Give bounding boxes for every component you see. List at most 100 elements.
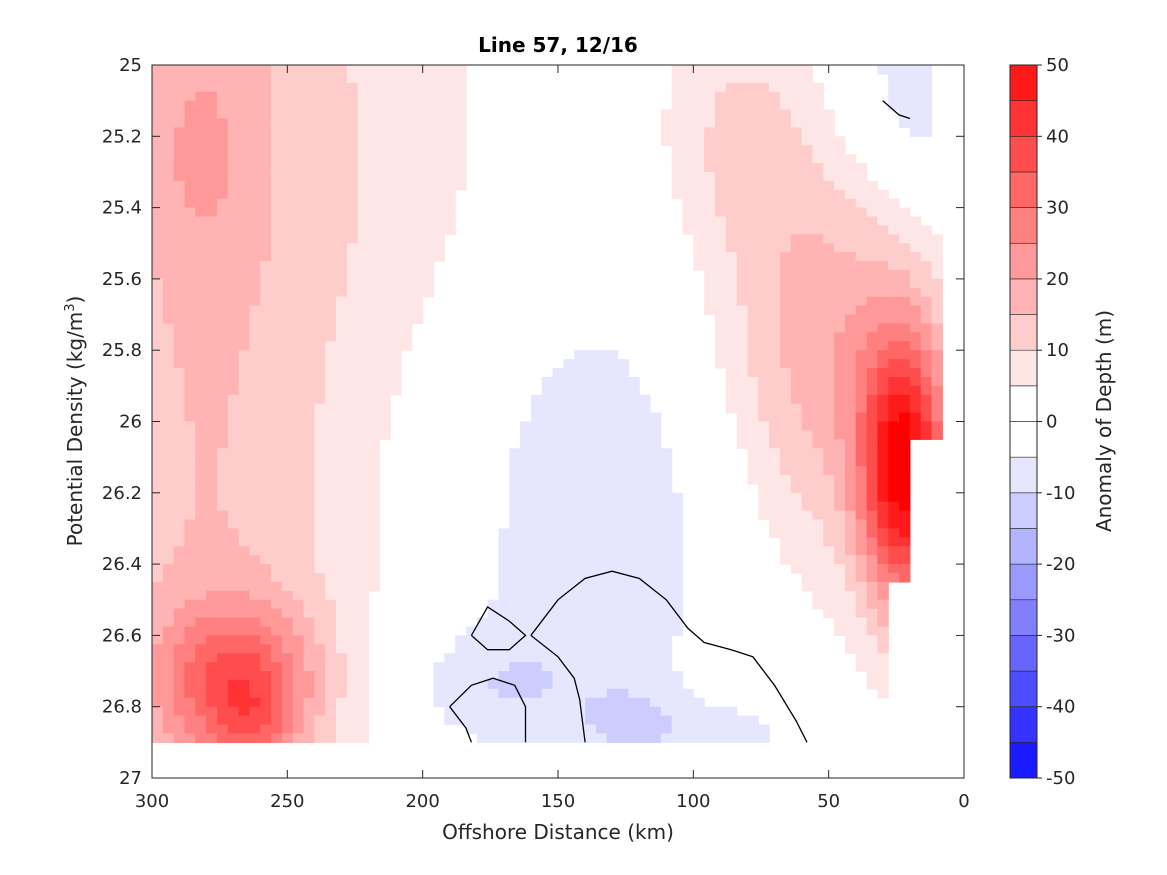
contour-cell xyxy=(292,154,305,164)
contour-cell xyxy=(184,403,196,414)
contour-cell xyxy=(563,501,575,512)
contour-cell xyxy=(390,332,402,342)
contour-cell xyxy=(227,261,240,271)
contour-cell xyxy=(617,368,629,378)
contour-cell xyxy=(812,376,824,387)
contour-cell xyxy=(812,368,824,378)
contour-cell xyxy=(260,546,272,556)
contour-cell xyxy=(552,376,565,387)
contour-cell xyxy=(271,163,283,173)
contour-cell xyxy=(325,305,337,316)
contour-cell xyxy=(271,662,283,672)
contour-cell xyxy=(660,653,673,663)
contour-cell xyxy=(844,198,857,209)
contour-cell xyxy=(238,617,251,628)
contour-cell xyxy=(195,688,207,699)
contour-cell xyxy=(779,341,792,351)
contour-cell xyxy=(444,154,456,164)
contour-cell xyxy=(509,662,521,672)
contour-cell xyxy=(411,91,424,102)
contour-cell xyxy=(855,501,868,512)
contour-cell xyxy=(152,412,164,423)
contour-cell xyxy=(455,100,467,111)
contour-cell xyxy=(530,573,543,583)
contour-cell xyxy=(585,715,597,726)
colorbar-tick-label: 20 xyxy=(1046,269,1069,290)
contour-cell xyxy=(152,261,164,271)
contour-cell xyxy=(162,359,175,369)
contour-cell xyxy=(877,537,889,547)
contour-cell xyxy=(444,127,456,137)
contour-cell xyxy=(173,590,186,601)
contour-cell xyxy=(920,65,933,75)
contour-cell xyxy=(152,332,164,342)
contour-cell xyxy=(216,278,229,289)
contour-cell xyxy=(628,590,640,601)
contour-cell xyxy=(801,305,814,316)
contour-cell xyxy=(758,323,770,333)
contour-cell xyxy=(206,394,218,405)
contour-cell xyxy=(866,457,878,467)
contour-cell xyxy=(216,403,229,414)
contour-cell xyxy=(682,136,694,146)
contour-cell xyxy=(844,466,857,476)
contour-cell xyxy=(855,644,868,654)
contour-cell xyxy=(509,483,521,494)
contour-cell xyxy=(368,466,380,476)
contour-cell xyxy=(336,573,348,583)
contour-cell xyxy=(227,118,240,128)
contour-cell xyxy=(401,180,413,191)
contour-cell xyxy=(303,724,315,735)
contour-cell xyxy=(292,359,305,369)
contour-cell xyxy=(509,653,521,663)
contour-cell xyxy=(346,466,359,476)
contour-cell xyxy=(238,724,251,735)
contour-cell xyxy=(152,671,164,681)
contour-cell xyxy=(173,332,186,342)
contour-cell xyxy=(152,724,164,735)
contour-cell xyxy=(216,546,229,556)
contour-cell xyxy=(216,136,229,146)
contour-cell xyxy=(195,109,207,120)
contour-cell xyxy=(747,376,759,387)
contour-cell xyxy=(206,697,218,708)
contour-cell xyxy=(325,697,337,708)
contour-cell xyxy=(249,305,261,316)
contour-cell xyxy=(206,492,218,503)
contour-cell xyxy=(650,510,662,521)
contour-cell xyxy=(660,662,673,672)
contour-cell xyxy=(292,65,305,75)
contour-cell xyxy=(899,492,911,503)
contour-cell xyxy=(639,457,651,467)
contour-cell xyxy=(303,519,315,530)
contour-cell xyxy=(541,501,554,512)
contour-cell xyxy=(325,180,337,191)
contour-cell xyxy=(844,207,857,218)
contour-cell xyxy=(574,608,586,619)
contour-cell xyxy=(758,118,770,128)
contour-cell xyxy=(866,243,878,253)
contour-cell xyxy=(152,323,164,333)
contour-cell xyxy=(162,688,175,699)
contour-cell xyxy=(552,706,565,717)
contour-cell xyxy=(855,368,868,378)
contour-cell xyxy=(920,269,933,280)
contour-cell xyxy=(195,243,207,253)
contour-cell xyxy=(812,189,824,200)
contour-cell xyxy=(704,287,716,298)
contour-cell xyxy=(379,252,391,262)
contour-cell xyxy=(888,323,900,333)
contour-cell xyxy=(227,581,240,592)
contour-cell xyxy=(714,163,727,173)
contour-cell xyxy=(693,243,705,253)
contour-cell xyxy=(541,546,554,556)
contour-cell xyxy=(844,394,857,405)
contour-cell xyxy=(736,91,749,102)
contour-cell xyxy=(357,430,370,440)
contour-cell xyxy=(325,350,337,360)
contour-cell xyxy=(227,412,240,423)
contour-cell xyxy=(574,590,586,601)
contour-cell xyxy=(357,590,370,601)
contour-cell xyxy=(790,421,803,432)
contour-cell xyxy=(909,252,922,262)
